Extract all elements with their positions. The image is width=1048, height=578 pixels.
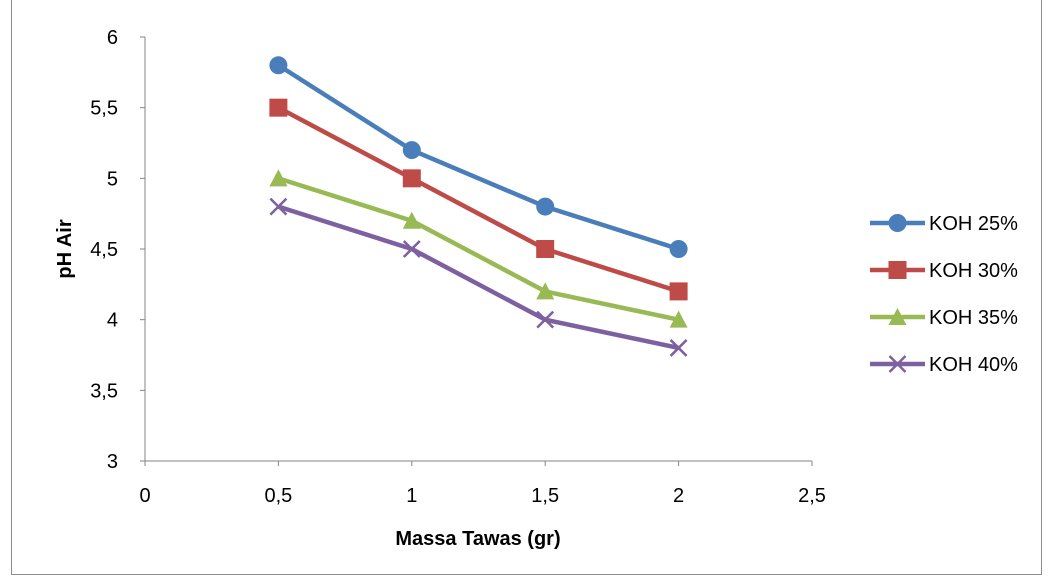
series-2 <box>269 169 688 328</box>
data-point <box>536 310 555 329</box>
data-point <box>269 56 288 75</box>
chart-axes <box>144 37 812 462</box>
y-tick-label: 3 <box>107 451 118 473</box>
data-point <box>402 211 421 229</box>
y-tick-labels: 3 3,5 4 4,5 5 5,5 6 <box>90 27 145 473</box>
data-point <box>536 240 555 258</box>
y-tick-label: 6 <box>107 27 118 49</box>
legend-item: KOH 30% <box>870 260 1018 282</box>
y-tick-label: 4,5 <box>90 239 118 261</box>
x-tick-label: 0,5 <box>264 485 292 507</box>
legend-label: KOH 25% <box>929 213 1018 235</box>
legend-marker <box>888 214 907 232</box>
data-point <box>269 197 288 216</box>
data-point <box>402 240 421 258</box>
y-axis-title: pH Air <box>54 219 76 278</box>
series-line <box>277 204 680 351</box>
legend-marker <box>888 261 907 279</box>
data-point <box>536 282 555 300</box>
legend-marker <box>888 355 907 373</box>
data-point <box>669 282 688 301</box>
data-point <box>269 169 288 187</box>
series-0 <box>269 56 688 258</box>
data-point <box>402 169 421 188</box>
data-point <box>402 141 421 160</box>
data-point <box>669 310 688 328</box>
legend-item: KOH 40% <box>870 354 1018 376</box>
legend-item: KOH 25% <box>870 213 1018 235</box>
data-point <box>269 98 288 117</box>
data-point <box>669 240 688 258</box>
y-tick-label: 3,5 <box>90 380 118 402</box>
x-tick-label: 1,5 <box>531 485 559 507</box>
legend-label: KOH 35% <box>929 307 1018 329</box>
x-tick-labels: 0 0,5 1 1,5 2 2,5 <box>139 461 826 507</box>
x-tick-label: 0 <box>139 485 150 507</box>
y-tick-label: 5 <box>107 168 118 190</box>
legend-marker <box>888 308 907 325</box>
legend-label: KOH 30% <box>929 260 1018 282</box>
y-tick-label: 5,5 <box>90 98 118 120</box>
series-line <box>277 105 680 294</box>
series-1 <box>269 98 688 301</box>
series-layer <box>269 56 688 357</box>
legend-item: KOH 35% <box>870 307 1018 329</box>
x-tick-label: 2 <box>673 485 684 507</box>
legend-label: KOH 40% <box>929 354 1018 376</box>
series-3 <box>269 197 688 357</box>
x-axis-title: Massa Tawas (gr) <box>395 528 560 550</box>
y-tick-label: 4 <box>107 310 118 332</box>
x-tick-label: 2,5 <box>798 485 826 507</box>
chart-frame <box>11 0 1042 575</box>
x-tick-label: 1 <box>406 485 417 507</box>
data-point <box>669 339 688 357</box>
series-line <box>277 63 680 252</box>
legend: KOH 25% KOH 30% KOH 35% KOH 40% <box>870 213 1018 376</box>
data-point <box>536 197 555 216</box>
series-line <box>277 176 680 322</box>
